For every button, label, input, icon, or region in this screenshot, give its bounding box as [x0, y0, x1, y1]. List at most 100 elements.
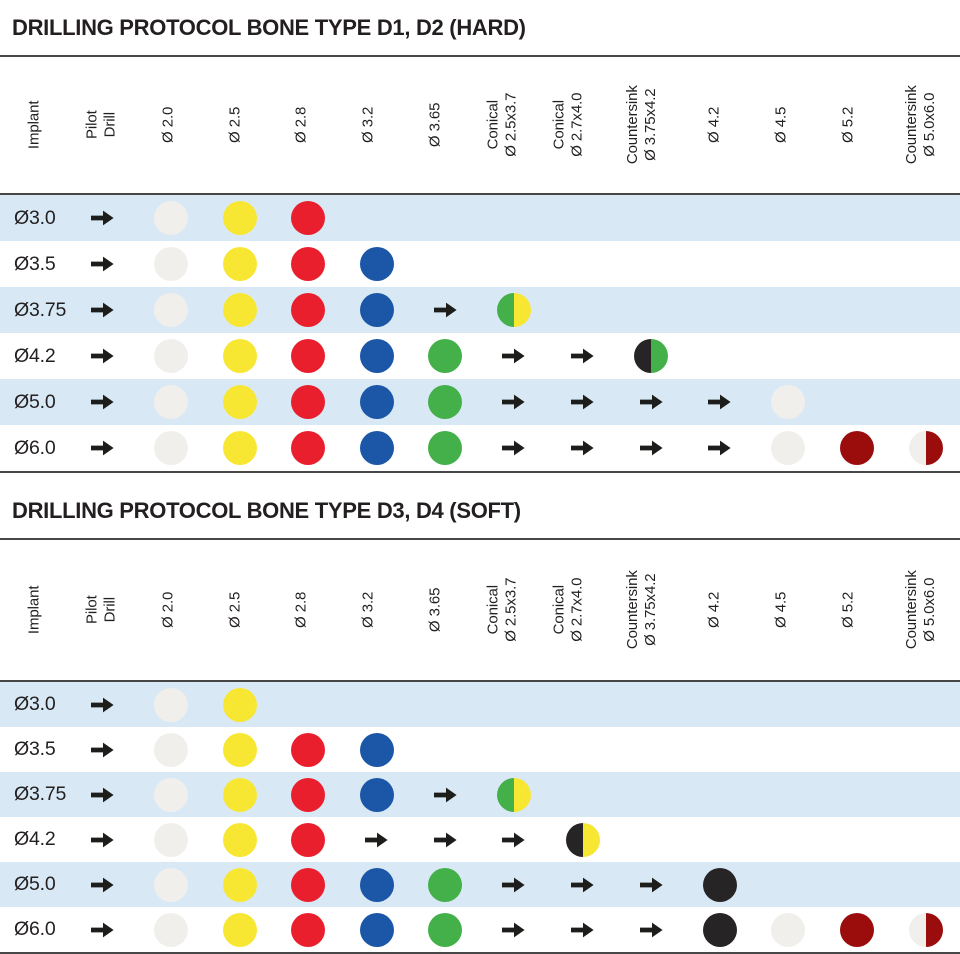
next-step-cell — [480, 333, 549, 379]
horizontal-divider — [0, 538, 960, 540]
empty-cell — [754, 727, 823, 772]
drill-dot-white — [153, 912, 188, 947]
table-header-row: Implant Pilot Drill Ø 2.0 Ø 2.5 Ø 2.8 Ø 3.2 Ø … — [0, 540, 960, 680]
column-header: Countersink Ø 5.0x6.0 — [881, 540, 960, 680]
drill-step-cell — [205, 817, 274, 862]
implant-row-3.0: Ø3.0 — [0, 682, 960, 727]
empty-cell — [617, 682, 686, 727]
column-header-label: Implant — [25, 585, 43, 635]
drill-step-cell — [205, 425, 274, 471]
half-dot-white-darkred — [908, 431, 943, 465]
next-step-cell — [548, 333, 617, 379]
empty-cell — [891, 379, 960, 425]
drill-dot-yellow — [222, 777, 257, 812]
drill-step-cell — [548, 817, 617, 862]
right-arrow-icon — [639, 922, 663, 937]
column-header: Ø 5.2 — [814, 57, 881, 193]
column-header: Ø 3.2 — [335, 540, 402, 680]
empty-cell — [823, 682, 892, 727]
drill-dot-yellow — [222, 247, 257, 281]
column-header: Countersink Ø 3.75x4.2 — [602, 540, 681, 680]
implant-label: Ø3.5 — [14, 738, 56, 760]
right-arrow-icon — [502, 832, 526, 847]
drill-dot-green — [428, 339, 463, 373]
horizontal-divider — [0, 193, 960, 195]
implant-row-4.2: Ø4.2 — [0, 817, 960, 862]
empty-cell — [891, 862, 960, 907]
implant-label: Ø6.0 — [14, 436, 56, 459]
column-header-label: Countersink Ø 5.0x6.0 — [902, 85, 938, 165]
column-header-label: Ø 3.65 — [426, 102, 444, 148]
column-header-label: Ø 2.0 — [159, 106, 177, 144]
drill-step-cell — [205, 379, 274, 425]
drill-step-cell — [137, 425, 206, 471]
drill-dot-yellow — [222, 431, 257, 465]
drill-step-cell — [137, 862, 206, 907]
drill-dot-yellow — [222, 912, 257, 947]
table-body: Ø3.0 Ø3.5 Ø3.75 Ø4.2 Ø5.0 Ø6.0 — [0, 195, 960, 471]
right-arrow-icon — [502, 922, 526, 937]
next-step-cell — [617, 425, 686, 471]
right-arrow-icon — [90, 348, 114, 364]
implant-row-4.2: Ø4.2 — [0, 333, 960, 379]
drill-dot-blue — [359, 867, 394, 902]
drill-dot-blue — [359, 385, 394, 419]
next-step-cell — [411, 817, 480, 862]
drill-step-cell — [205, 727, 274, 772]
drill-step-cell — [274, 195, 343, 241]
implant-label: Ø3.5 — [14, 252, 56, 275]
empty-cell — [548, 682, 617, 727]
empty-cell — [617, 817, 686, 862]
drill-dot-yellow — [222, 339, 257, 373]
column-header-label: Ø 2.0 — [159, 591, 177, 629]
table-title: DRILLING PROTOCOL BONE TYPE D1, D2 (HARD… — [12, 14, 526, 40]
drill-dot-red — [291, 339, 326, 373]
empty-cell — [548, 287, 617, 333]
right-arrow-icon — [90, 787, 114, 802]
next-step-cell — [68, 817, 137, 862]
right-arrow-icon — [708, 440, 731, 456]
drill-step-cell — [411, 862, 480, 907]
implant-label: Ø3.75 — [14, 783, 67, 805]
drill-dot-white — [153, 385, 188, 419]
horizontal-divider — [0, 471, 960, 473]
drill-dot-red — [291, 247, 326, 281]
next-step-cell — [68, 727, 137, 772]
column-header: Ø 2.8 — [268, 540, 335, 680]
drill-dot-black — [702, 867, 737, 902]
column-header: Ø 5.2 — [814, 540, 881, 680]
empty-cell — [891, 287, 960, 333]
drill-step-cell — [686, 907, 755, 952]
drill-step-cell — [137, 817, 206, 862]
column-header: Ø 4.2 — [681, 57, 748, 193]
drill-dot-white — [153, 777, 188, 812]
drill-dot-green — [428, 912, 463, 947]
right-arrow-icon — [571, 440, 594, 456]
column-header: Ø 4.2 — [681, 540, 748, 680]
drill-dot-white — [153, 867, 188, 902]
drill-dot-yellow — [222, 201, 257, 235]
implant-label: Ø3.0 — [14, 693, 56, 715]
drill-dot-yellow — [222, 867, 257, 902]
column-header: Ø 4.5 — [748, 57, 815, 193]
drill-step-cell — [205, 195, 274, 241]
right-arrow-icon — [502, 877, 526, 892]
empty-cell — [617, 287, 686, 333]
empty-cell — [411, 241, 480, 287]
half-dot-green-yellow — [496, 777, 531, 812]
table-header-row: Implant Pilot Drill Ø 2.0 Ø 2.5 Ø 2.8 Ø 3.2 Ø … — [0, 57, 960, 193]
right-arrow-icon — [571, 922, 594, 937]
drill-step-cell — [137, 195, 206, 241]
drill-dot-red — [291, 912, 326, 947]
drill-step-cell — [137, 907, 206, 952]
drill-step-cell — [137, 333, 206, 379]
column-header-label: Pilot Drill — [83, 595, 119, 625]
drill-step-cell — [342, 379, 411, 425]
next-step-cell — [68, 772, 137, 817]
column-header-label: Ø 4.2 — [705, 591, 723, 629]
drill-step-cell — [205, 333, 274, 379]
next-step-cell — [68, 241, 137, 287]
implant-row-3.0: Ø3.0 — [0, 195, 960, 241]
empty-cell — [617, 727, 686, 772]
drill-step-cell — [891, 425, 960, 471]
